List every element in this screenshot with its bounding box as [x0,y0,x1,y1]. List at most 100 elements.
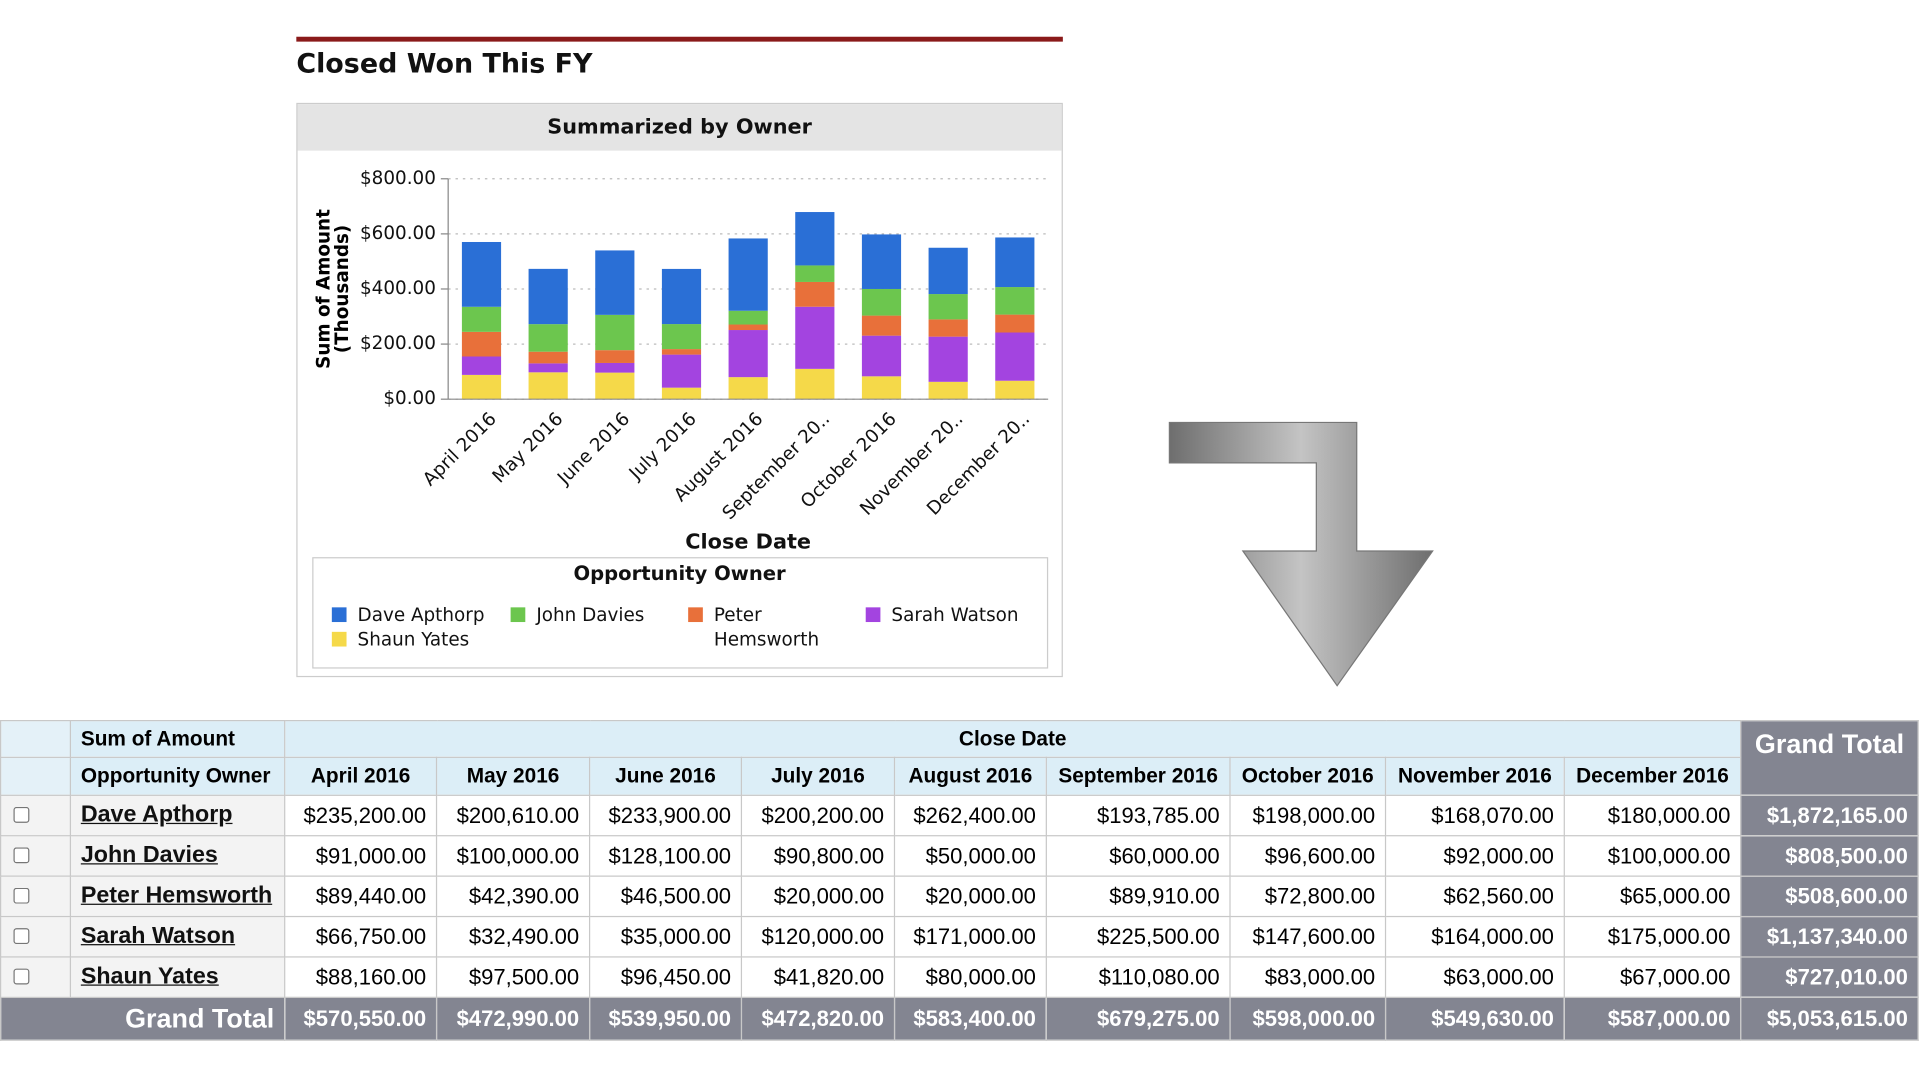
table-row: Sarah Watson $66,750.00 $32,490.00 $35,000.… [0,915,1919,958]
amount-cell: $168,070.00 [1384,794,1565,837]
amount-cell: $110,080.00 [1045,956,1231,998]
row-total: $1,137,340.00 [1740,915,1919,958]
row-checkbox[interactable] [13,927,30,944]
amount-cell: $164,000.00 [1384,915,1565,958]
bar-segment [795,212,835,266]
bar-segment [861,335,902,377]
bar-segment [461,356,502,375]
checkbox-cell [0,835,72,877]
amount-cell: $63,000.00 [1384,956,1565,998]
arrow-icon [1168,421,1434,687]
table-row: Shaun Yates $88,160.00 $97,500.00 $96,450.0… [0,956,1919,998]
corner-cell [0,756,72,796]
amount-cell: $89,440.00 [284,875,438,918]
owner-link[interactable]: Dave Apthorp [80,802,233,828]
legend-swatch [688,607,703,623]
table-row: John Davies $91,000.00 $100,000.00 $128,100… [0,835,1919,877]
legend-box [312,557,1049,669]
bar-segment [995,237,1035,288]
chart-title: Summarized by Owner [547,114,812,138]
bar-segment [528,363,568,373]
owner-cell: John Davies [69,835,286,877]
bar-segment [861,288,902,316]
bar-segment [795,306,835,369]
column-total: $549,630.00 [1384,996,1565,1041]
bar-segment [995,332,1035,381]
bar-segment [528,268,568,325]
checkbox-cell [0,915,72,958]
amount-cell: $96,600.00 [1229,835,1387,877]
row-checkbox[interactable] [13,887,30,904]
column-total: $539,950.00 [588,996,743,1041]
amount-cell: $41,820.00 [740,956,896,998]
legend-label: Sarah Watson [891,603,1019,626]
amount-cell: $235,200.00 [284,794,438,837]
bar-segment [661,354,702,388]
bar-segment [595,250,635,315]
bar-segment [861,315,902,336]
checkbox-cell [0,794,72,837]
amount-cell: $20,000.00 [740,875,896,918]
legend-item: Shaun Yates [331,627,502,651]
bar-segment [528,372,568,400]
bar-segment [928,319,968,337]
month-header: April 2016 [284,756,438,796]
amount-cell: $62,560.00 [1384,875,1565,918]
table-row: Peter Hemsworth $89,440.00 $42,390.00 $46,5… [0,875,1919,918]
legend-label: Shaun Yates [357,628,470,651]
amount-cell: $50,000.00 [893,835,1047,877]
bar-segment [528,351,568,364]
amount-cell: $100,000.00 [435,835,591,877]
chart-header [297,104,1062,151]
owner-link[interactable]: John Davies [80,842,218,869]
amount-cell: $96,450.00 [588,956,743,998]
row-total: $1,872,165.00 [1740,794,1919,837]
amount-cell: $83,000.00 [1229,956,1387,998]
row-checkbox[interactable] [13,967,30,984]
amount-cell: $225,500.00 [1045,915,1231,958]
legend-swatch [510,607,526,623]
amount-cell: $80,000.00 [893,956,1047,998]
legend-swatch [865,607,881,623]
owner-link[interactable]: Shaun Yates [80,963,219,990]
owner-cell: Dave Apthorp [69,794,286,837]
month-header: July 2016 [740,756,896,796]
column-total: $598,000.00 [1229,996,1387,1041]
amount-cell: $65,000.00 [1563,875,1742,918]
owner-link[interactable]: Sarah Watson [80,923,236,949]
month-header: October 2016 [1229,756,1387,796]
row-checkbox[interactable] [13,806,30,823]
grand-total: $5,053,615.00 [1740,996,1919,1041]
amount-cell: $180,000.00 [1563,794,1742,837]
y-tick-label: $400.00 [360,278,436,299]
bar-segment [728,330,768,378]
amount-cell: $92,000.00 [1384,835,1565,877]
bar-segment [595,314,635,351]
legend-label: Dave Apthorp [357,603,485,626]
bar-segment [595,362,635,373]
month-header: May 2016 [435,756,591,796]
summary-table: Sum of Amount Close Date Grand Total Opport… [0,720,1919,1041]
y-tick-label: $0.00 [383,388,436,409]
amount-cell: $97,500.00 [435,956,591,998]
amount-cell: $193,785.00 [1045,794,1231,837]
row-checkbox[interactable] [13,846,30,863]
owner-cell: Shaun Yates [69,956,286,998]
bar-segment [728,238,768,311]
owner-link[interactable]: Peter Hemsworth [80,882,273,909]
column-total: $679,275.00 [1045,996,1231,1041]
column-total: $472,990.00 [435,996,591,1041]
amount-cell: $46,500.00 [588,875,743,918]
legend-swatch [331,631,347,647]
bar-segment [461,306,502,332]
bar-segment [661,268,702,325]
bar-segment [861,376,902,400]
amount-cell: $90,800.00 [740,835,896,877]
x-axis-label: Close Date [685,529,811,553]
column-total: $587,000.00 [1563,996,1742,1041]
checkbox-cell [0,956,72,998]
bar-segment [661,387,702,400]
bar-segment [795,265,835,282]
